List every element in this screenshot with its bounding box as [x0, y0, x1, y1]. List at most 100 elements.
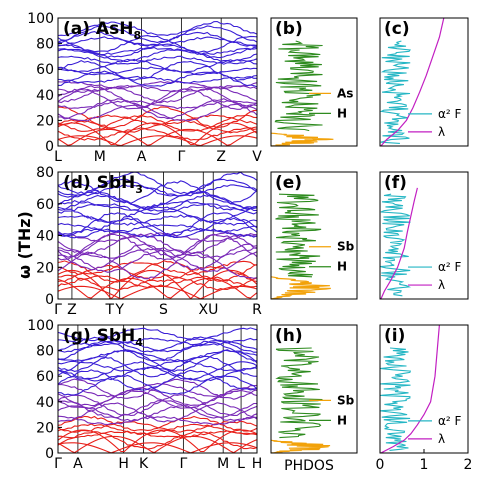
band-line: [57, 355, 258, 378]
phdos-panel-1: (e) Sb H: [270, 171, 358, 300]
a2f-curve: [380, 193, 412, 297]
band-panel-1: 0 20 40 60 80 Γ Z T Y S X U R (d) SbH3: [36, 165, 262, 318]
band-line: [57, 402, 258, 423]
band-line: [57, 423, 258, 435]
lambda-curve: [380, 187, 418, 300]
kpoint-label: S: [159, 302, 168, 318]
band-line: [57, 20, 258, 37]
band-line: [57, 106, 258, 129]
band-line: [57, 178, 258, 198]
phdos-panel-title: (e): [275, 173, 302, 193]
band-line: [57, 420, 258, 433]
a2f-panel-title: (f): [384, 173, 407, 193]
kpoint-label: T: [104, 302, 114, 318]
band-line: [57, 114, 258, 126]
band-line: [57, 127, 258, 141]
y-tick-label: 40: [36, 395, 54, 411]
band-line: [57, 212, 258, 238]
band-line: [57, 119, 258, 134]
band-line: [57, 80, 258, 89]
band-line: [57, 191, 258, 209]
phdos-axis-label: PHDOS: [284, 458, 334, 474]
band-line: [57, 327, 258, 342]
a2f-curve: [379, 40, 411, 144]
band-line: [57, 180, 258, 205]
band-line: [57, 44, 258, 59]
phdos-panel-0: (b) As H: [270, 17, 358, 147]
kpoint-label: A: [73, 456, 83, 472]
y-tick-label: 60: [36, 62, 54, 78]
y-tick-label: 20: [36, 260, 54, 276]
band-line: [57, 394, 258, 417]
a2f-panel-title: (c): [384, 19, 410, 39]
band-line: [57, 103, 258, 122]
band-frame: [57, 17, 258, 147]
a2f-x-tick-label: 1: [420, 457, 429, 473]
band-line: [57, 361, 258, 381]
band-line: [57, 171, 258, 195]
kpoint-label: Γ: [179, 456, 187, 472]
band-line: [57, 251, 258, 280]
kpoint-label: L: [54, 149, 62, 165]
lambda-curve: [380, 324, 440, 454]
phdos-frame: [270, 324, 358, 454]
band-line: [57, 260, 258, 276]
kpoint-label: X: [198, 302, 208, 318]
y-axis-label: ω (THz): [15, 211, 34, 279]
band-line: [57, 75, 257, 84]
legend-label-a2f: α² F: [438, 107, 462, 121]
a2f-frame: [379, 17, 469, 147]
kpoint-label: M: [94, 149, 106, 165]
band-line: [57, 442, 258, 454]
band-line: [57, 46, 258, 56]
kpoint-label: H: [252, 456, 263, 472]
band-line: [57, 203, 258, 215]
band-line: [57, 206, 258, 224]
a2f-frame: [379, 171, 469, 300]
phdos-h-curve: [275, 347, 323, 439]
band-line: [57, 183, 258, 197]
legend-label-heavy: Sb: [337, 240, 355, 254]
phdos-h-curve: [274, 40, 323, 132]
y-tick-label: 80: [36, 165, 54, 181]
kpoint-label: Γ: [177, 149, 185, 165]
kpoint-label: Γ: [54, 302, 62, 318]
y-tick-label: 0: [45, 139, 54, 155]
band-line: [57, 100, 258, 110]
phdos-h-curve: [275, 193, 322, 278]
y-tick-label: 0: [45, 446, 54, 462]
a2f-panel-0: (c) α² F λ: [379, 17, 469, 147]
band-line: [57, 35, 258, 54]
band-frame: [57, 324, 258, 454]
a2f-panel-title: (i): [384, 326, 405, 346]
band-line: [57, 415, 258, 432]
band-line: [57, 214, 258, 226]
band-line: [57, 340, 258, 362]
legend-label-h: H: [337, 413, 347, 427]
legend-label-h: H: [337, 106, 347, 120]
band-line: [57, 405, 258, 422]
legend-label-heavy: Sb: [337, 393, 355, 407]
y-tick-label: 80: [36, 37, 54, 53]
kpoint-label: L: [237, 456, 245, 472]
y-tick-label: 40: [36, 88, 54, 104]
legend-label-lambda: λ: [438, 125, 445, 139]
y-tick-label: 40: [36, 229, 54, 245]
band-line: [57, 400, 257, 419]
a2f-x-tick-label: 2: [464, 457, 473, 473]
band-panel-title: (g) SbH4: [63, 326, 143, 349]
legend-label-heavy: As: [337, 86, 353, 100]
band-line: [57, 48, 258, 63]
band-line: [57, 233, 258, 255]
phdos-panel-title: (h): [275, 326, 303, 346]
band-line: [57, 415, 258, 426]
kpoint-label: R: [252, 302, 262, 318]
band-line: [57, 222, 258, 233]
y-tick-label: 20: [36, 113, 54, 129]
band-line: [57, 269, 258, 300]
legend-label-lambda: λ: [438, 432, 445, 446]
band-line: [57, 274, 258, 291]
band-line: [57, 435, 258, 454]
